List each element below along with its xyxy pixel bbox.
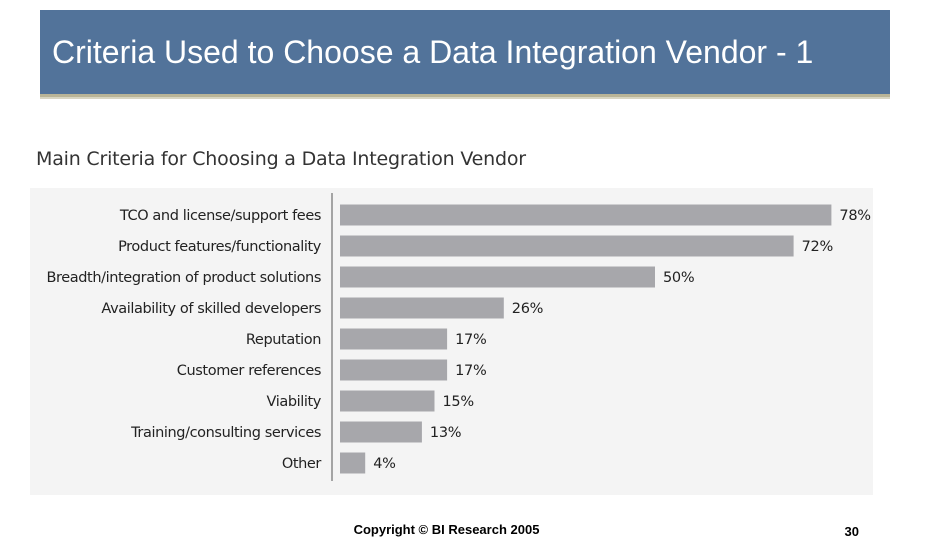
category-label: Reputation [246, 332, 321, 348]
category-label: Breadth/integration of product solutions [46, 270, 321, 286]
category-label: Product features/functionality [118, 239, 322, 255]
category-label: Other [282, 456, 322, 472]
value-label: 15% [443, 394, 474, 410]
value-label: 4% [373, 456, 395, 472]
value-label: 17% [455, 332, 486, 348]
bar [340, 452, 366, 474]
value-label: 13% [430, 425, 461, 441]
category-label: Training/consulting services [130, 425, 321, 441]
bar [340, 235, 794, 257]
bar [340, 266, 655, 288]
value-label: 26% [512, 301, 543, 317]
chart-area: TCO and license/support fees 78% Product f… [30, 188, 873, 495]
chart-title: Main Criteria for Choosing a Data Integr… [36, 148, 526, 170]
category-label: Availability of skilled developers [101, 301, 321, 317]
bar [340, 297, 504, 319]
copyright-text: Copyright © BI Research 2005 [353, 522, 540, 537]
category-label: Customer references [177, 363, 321, 379]
bar [340, 421, 422, 443]
bar [340, 359, 448, 381]
value-label: 78% [839, 208, 870, 224]
value-label: 17% [455, 363, 486, 379]
category-label: TCO and license/support fees [119, 208, 321, 224]
category-label: Viability [267, 394, 322, 410]
slide-title: Criteria Used to Choose a Data Integrati… [52, 34, 814, 70]
page-number: 30 [844, 524, 859, 539]
value-label: 72% [802, 239, 833, 255]
bar [340, 328, 448, 350]
bar [340, 204, 832, 226]
title-bar: Criteria Used to Choose a Data Integrati… [40, 10, 890, 97]
bar-chart: TCO and license/support fees 78% Product f… [46, 193, 871, 481]
bar [340, 390, 435, 412]
value-label: 50% [663, 270, 694, 286]
